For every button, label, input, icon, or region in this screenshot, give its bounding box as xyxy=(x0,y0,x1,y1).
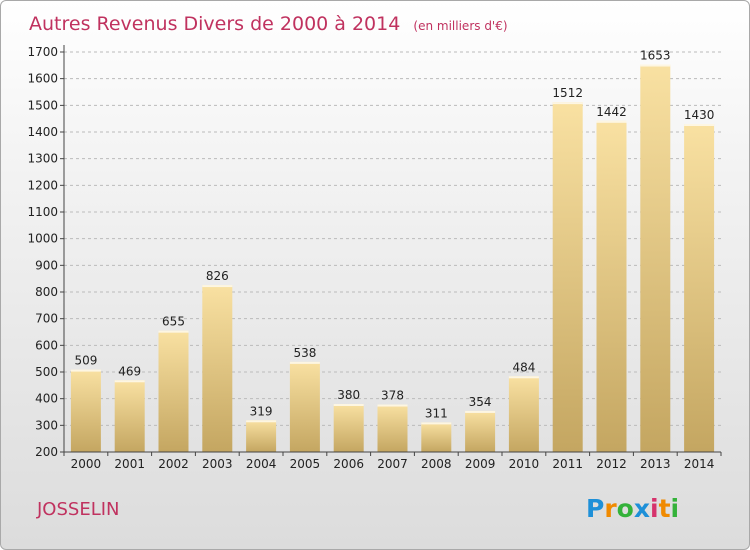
bar xyxy=(465,410,496,452)
logo-letter: r xyxy=(604,494,617,523)
y-tick-label: 900 xyxy=(35,258,58,272)
logo-letter: i xyxy=(671,494,680,523)
x-tick-label: 2001 xyxy=(114,457,145,471)
bar xyxy=(596,120,627,453)
x-tick-label: 2013 xyxy=(640,457,671,471)
bar-highlight xyxy=(684,124,715,126)
bar-highlight xyxy=(596,120,627,123)
logo-letter: t xyxy=(659,494,671,523)
data-label: 1512 xyxy=(552,86,583,100)
bar-highlight xyxy=(552,102,583,105)
bar xyxy=(552,102,583,452)
y-tick-label: 1600 xyxy=(27,72,58,86)
y-tick-label: 1300 xyxy=(27,152,58,166)
data-label: 1653 xyxy=(640,49,671,63)
y-tick-label: 1100 xyxy=(27,205,58,219)
data-label: 1442 xyxy=(596,105,627,119)
logo-letter: i xyxy=(650,494,659,523)
proxiti-logo: Proxiti xyxy=(586,494,679,523)
bar-highlight xyxy=(508,376,539,379)
chart-title-unit: (en milliers d'€) xyxy=(413,19,507,33)
x-tick-label: 2014 xyxy=(684,457,715,471)
x-tick-label: 2007 xyxy=(377,457,408,471)
bar xyxy=(640,64,671,453)
bar xyxy=(246,420,277,452)
x-tick-label: 2003 xyxy=(202,457,233,471)
chart-title: Autres Revenus Divers de 2000 à 2014 (en… xyxy=(29,13,508,35)
x-tick-label: 2009 xyxy=(465,457,496,471)
x-tick-label: 2005 xyxy=(290,457,321,471)
bar xyxy=(508,376,539,452)
y-tick-label: 700 xyxy=(35,312,58,326)
bar xyxy=(114,380,145,452)
bar-highlight xyxy=(421,422,452,425)
y-tick-label: 800 xyxy=(35,285,58,299)
y-tick-label: 400 xyxy=(35,392,58,406)
bar-highlight xyxy=(465,410,496,413)
logo-letter: P xyxy=(586,494,604,523)
y-tick-label: 1400 xyxy=(27,125,58,139)
y-axis-ticks: 200 300 400 500 600 700 800 900 1000 1100 1200 1300… xyxy=(27,45,64,459)
y-tick-label: 1200 xyxy=(27,178,58,192)
y-tick-label: 1000 xyxy=(27,232,58,246)
data-labels: 509 469 655 826 319 538 380 378 311 354 484 1512 144… xyxy=(74,49,714,421)
y-tick-label: 300 xyxy=(35,418,58,432)
bars xyxy=(70,64,715,453)
data-label: 484 xyxy=(512,360,535,374)
bar xyxy=(377,404,408,452)
data-label: 354 xyxy=(469,395,492,409)
bar xyxy=(289,361,320,452)
bar xyxy=(202,285,233,452)
data-label: 378 xyxy=(381,389,404,403)
y-tick-label: 200 xyxy=(35,445,58,459)
data-label: 319 xyxy=(250,404,273,418)
bar-highlight xyxy=(158,330,189,333)
data-label: 826 xyxy=(206,269,229,283)
logo-letter: x xyxy=(634,494,650,523)
x-axis-ticks: 2000 2001 2002 2003 2004 2005 2006 2007 2008 2009… xyxy=(63,452,722,471)
x-tick-label: 2006 xyxy=(333,457,364,471)
x-tick-label: 2010 xyxy=(509,457,540,471)
x-tick-label: 2011 xyxy=(552,457,583,471)
bar-highlight xyxy=(246,420,277,423)
chart-title-main: Autres Revenus Divers de 2000 à 2014 xyxy=(29,13,400,35)
bar-highlight xyxy=(333,404,364,406)
data-label: 1430 xyxy=(684,108,715,122)
x-tick-label: 2008 xyxy=(421,457,452,471)
data-label: 469 xyxy=(118,364,141,378)
bar xyxy=(684,124,715,452)
data-label: 380 xyxy=(337,388,360,402)
x-tick-label: 2000 xyxy=(71,457,102,471)
bar xyxy=(421,422,452,452)
bar xyxy=(333,404,364,452)
y-tick-label: 500 xyxy=(35,365,58,379)
bar-highlight xyxy=(289,361,320,364)
x-tick-label: 2002 xyxy=(158,457,189,471)
bar xyxy=(70,369,101,452)
city-name: JOSSELIN xyxy=(36,499,120,520)
x-tick-label: 2012 xyxy=(596,457,627,471)
y-tick-label: 1500 xyxy=(27,98,58,112)
bar-highlight xyxy=(70,369,101,372)
logo-letter: o xyxy=(617,494,634,523)
x-tick-label: 2004 xyxy=(246,457,277,471)
data-label: 538 xyxy=(293,346,316,360)
data-label: 509 xyxy=(74,354,97,368)
data-label: 311 xyxy=(425,406,448,420)
y-tick-label: 1700 xyxy=(27,45,58,59)
y-tick-label: 600 xyxy=(35,338,58,352)
bar-highlight xyxy=(202,285,233,288)
bar-highlight xyxy=(114,380,145,383)
bar-highlight xyxy=(377,404,408,407)
bar-highlight xyxy=(640,64,671,67)
data-label: 655 xyxy=(162,315,185,329)
bar xyxy=(158,330,189,452)
